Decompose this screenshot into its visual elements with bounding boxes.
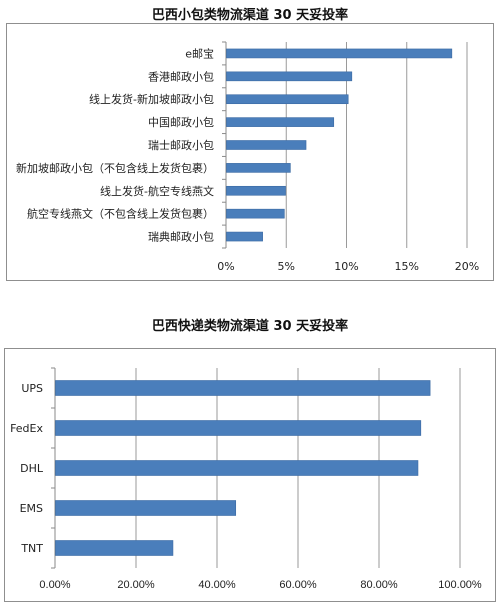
express-bar [55, 540, 174, 556]
parcel-category-label: 中国邮政小包 [148, 115, 214, 129]
parcel-x-tick-label: 15% [395, 260, 419, 273]
express-category-label: TNT [20, 542, 43, 555]
express-category-label: UPS [21, 382, 43, 395]
express-x-tick-label: 60.00% [279, 579, 317, 591]
parcel-bar [226, 117, 335, 127]
parcel-x-tick-label: 0% [217, 260, 234, 273]
parcel-x-tick-label: 5% [278, 260, 295, 273]
express-category-label: FedEx [10, 422, 43, 435]
parcel-bar [226, 163, 291, 173]
express-bar [55, 380, 431, 396]
parcel-bar [226, 185, 286, 196]
parcel-chart-svg: 0% 5% 10% 15% 20% e邮宝香港邮政小包线上发货-新加坡邮政小包中国邮政小包… [16, 41, 479, 273]
parcel-x-tick-label: 20% [455, 260, 479, 273]
express-bar [55, 460, 419, 476]
express-category-label: DHL [20, 462, 44, 475]
express-bar [55, 500, 237, 516]
parcel-x-tick-label: 10% [334, 260, 358, 273]
express-x-tick-label: 20.00% [117, 579, 155, 591]
chart-title-express: 巴西快递类物流渠道 30 天妥投率 [151, 319, 349, 334]
parcel-category-label: 线上发货-航空专线燕文 [100, 184, 214, 198]
parcel-bar [226, 140, 307, 150]
express-bar [55, 420, 422, 436]
parcel-category-label: 新加坡邮政小包（不包含线上发货包裹） [16, 161, 214, 175]
parcel-bar [226, 71, 353, 82]
parcel-category-label: 航空专线燕文（不包含线上发货包裹） [27, 207, 214, 221]
parcel-category-label: e邮宝 [185, 46, 214, 60]
parcel-category-label: 瑞典邮政小包 [148, 230, 214, 244]
parcel-category-label: 香港邮政小包 [148, 69, 214, 83]
parcel-category-label: 瑞士邮政小包 [148, 138, 214, 152]
express-category-label: EMS [20, 502, 43, 515]
chart-title-parcel: 巴西小包类物流渠道 30 天妥投率 [151, 8, 349, 23]
parcel-category-label: 线上发货-新加坡邮政小包 [89, 92, 214, 106]
parcel-bar [226, 94, 349, 105]
express-x-tick-label: 80.00% [360, 579, 398, 591]
parcel-bar [226, 231, 263, 242]
parcel-bar [226, 48, 453, 59]
parcel-bar [226, 208, 285, 219]
express-x-tick-label: 0.00% [39, 579, 70, 591]
express-x-tick-label: 100.00% [438, 579, 482, 591]
express-x-tick-label: 40.00% [198, 579, 236, 591]
